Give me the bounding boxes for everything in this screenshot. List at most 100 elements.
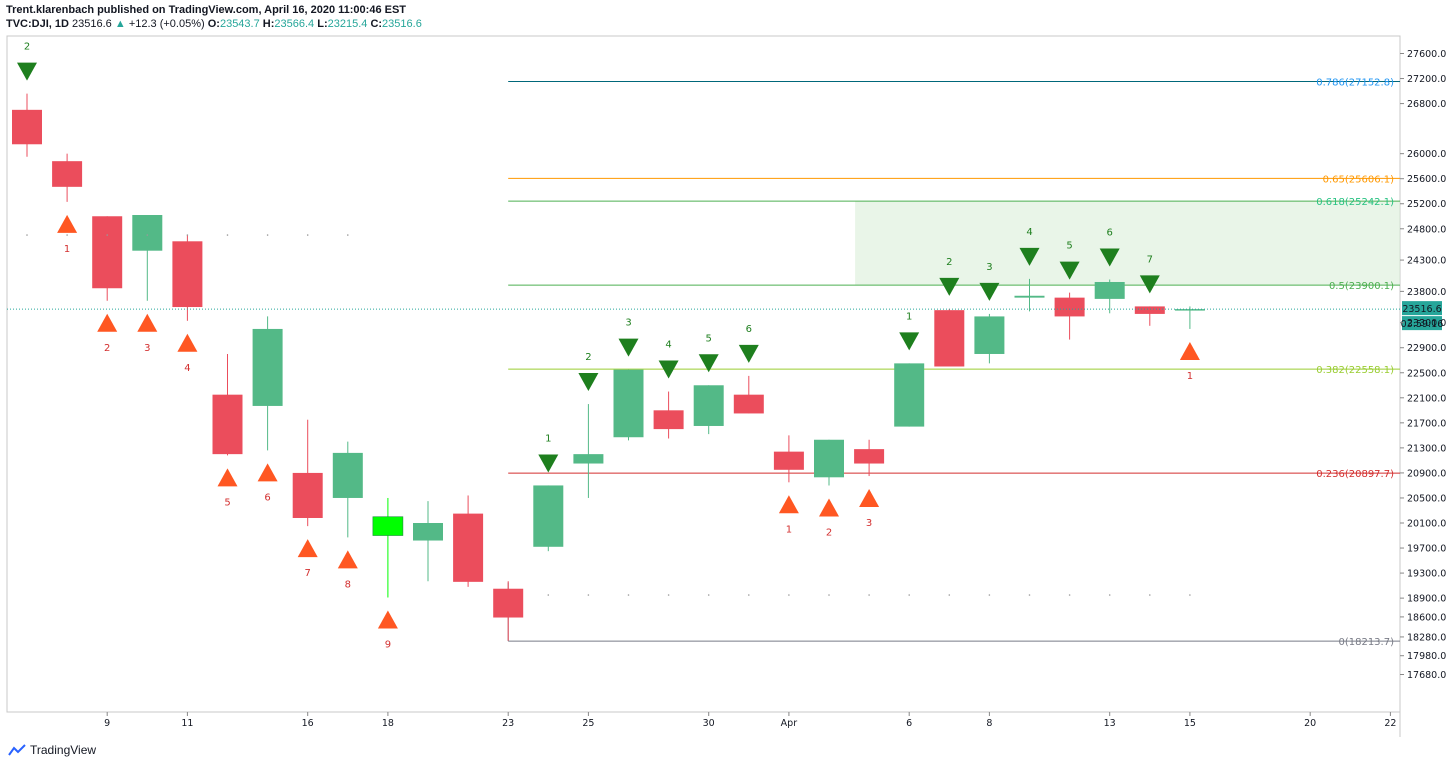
sell-setup-down-triangle-icon: [618, 338, 639, 357]
candle-body: [413, 523, 443, 541]
buy-setup-up-triangle-icon: [177, 333, 198, 352]
candlestick-chart[interactable]: 0.786(27152.8) 0.65(25606.1) 0.618(25242.1…: [0, 0, 1456, 740]
candle-body: [653, 410, 684, 430]
buy-setup-count: 8: [345, 579, 351, 590]
x-tick-label: 13: [1104, 718, 1116, 729]
sell-setup-count: 1: [545, 433, 551, 444]
high-value: 23566.4: [274, 18, 315, 30]
sell-setup-down-triangle-icon: [979, 282, 1000, 301]
buy-setup-up-triangle-icon: [1179, 341, 1200, 360]
y-tick-label: 24800.0: [1407, 224, 1446, 235]
x-tick-label: 25: [582, 718, 594, 729]
buy-setup-up-triangle-icon: [377, 610, 398, 629]
open-value: 23543.7: [219, 18, 260, 30]
candle-body: [1174, 309, 1205, 311]
buy-setup-count: 5: [224, 497, 230, 508]
buy-setup-up-triangle-icon: [57, 214, 78, 233]
y-tick-label: 23800.0: [1407, 287, 1446, 298]
td-dot: [106, 234, 108, 236]
candle-body: [854, 449, 885, 464]
sell-setup-down-triangle-icon: [1139, 275, 1160, 294]
sell-setup-count: 5: [1066, 241, 1072, 252]
y-tick-label: 20500.0: [1407, 493, 1446, 504]
candle-body: [92, 216, 123, 289]
candle-body: [573, 454, 604, 464]
fib-label-0.236: 0.236(20897.7): [1316, 469, 1394, 480]
td-dot: [146, 234, 149, 236]
sell-setup-count: 5: [706, 333, 712, 344]
td-dot: [1149, 594, 1151, 596]
low-value: 23215.4: [327, 18, 368, 30]
y-tick-label: 18280.0: [1407, 632, 1446, 643]
td-dot: [26, 234, 28, 236]
buy-setup-count: 7: [305, 568, 311, 579]
sell-setup-count: 3: [625, 318, 631, 329]
current-price-label: 23516.6: [1402, 304, 1441, 315]
candle-body: [52, 161, 83, 187]
tradingview-branding: TradingView: [8, 743, 96, 757]
x-tick-label: Apr: [781, 718, 798, 729]
td-dot: [828, 594, 830, 596]
td-dot: [266, 234, 269, 236]
candle-body: [332, 452, 363, 498]
candle-body: [934, 310, 965, 367]
td-dot: [1028, 594, 1031, 596]
y-tick-label: 18600.0: [1407, 612, 1446, 623]
close-value: 23516.6: [382, 18, 422, 30]
publish-line: Trent.klarenbach published on TradingVie…: [6, 4, 407, 16]
td-dot: [547, 594, 550, 596]
fib-label-0.5: 0.5(23900.1): [1329, 281, 1394, 292]
sell-setup-down-triangle-icon: [538, 454, 559, 473]
td-dot: [788, 594, 790, 596]
sell-setup-count: 3: [986, 262, 992, 273]
candle-body: [372, 516, 404, 536]
sell-setup-down-triangle-icon: [899, 332, 920, 351]
sell-setup-down-triangle-icon: [578, 373, 599, 392]
candle-body: [733, 394, 764, 414]
buy-setup-count: 1: [64, 244, 70, 255]
x-tick-label: 22: [1384, 718, 1396, 729]
low-label: L:: [317, 18, 328, 30]
buy-setup-up-triangle-icon: [257, 463, 278, 482]
td-dot: [908, 594, 910, 596]
candle-body: [212, 394, 243, 455]
y-tick-label: 17680.0: [1407, 670, 1446, 681]
open-label: O:: [207, 18, 220, 30]
x-tick-label: 15: [1184, 718, 1196, 729]
y-tick-label: 17980.0: [1407, 651, 1446, 662]
td-dot: [707, 594, 710, 596]
candle-body: [493, 588, 524, 618]
countdown-box: [1402, 316, 1442, 331]
publish-info: Trent.klarenbach published on TradingVie…: [6, 4, 406, 16]
ohlc-legend: TVC:DJI, 1D 23516.6 ▲ +12.3 (+0.05%) O:2…: [6, 18, 422, 30]
candle-body: [252, 328, 283, 406]
candle-body: [292, 472, 323, 518]
sell-setup-count: 4: [1026, 227, 1032, 238]
buy-setup-count: 1: [1187, 371, 1193, 382]
x-tick-label: 20: [1304, 718, 1316, 729]
buy-setup-count: 4: [184, 363, 190, 374]
x-tick-label: 18: [382, 718, 394, 729]
x-tick-label: 6: [906, 718, 912, 729]
candle-body: [1094, 281, 1125, 299]
buy-setup-up-triangle-icon: [778, 495, 799, 514]
td-dot: [1108, 594, 1111, 596]
sell-setup-count: 2: [585, 352, 591, 363]
td-dot: [66, 234, 68, 236]
x-tick-label: 9: [104, 718, 110, 729]
tradingview-logo-icon: [8, 744, 26, 756]
y-tick-label: 26000.0: [1407, 149, 1446, 160]
y-tick-label: 18900.0: [1407, 594, 1446, 605]
td-dot: [1068, 594, 1071, 596]
td-dot: [226, 234, 229, 236]
y-tick-label: 27200.0: [1407, 74, 1446, 85]
sell-setup-count: 4: [665, 340, 671, 351]
close-label: C:: [370, 18, 383, 30]
y-tick-label: 22500.0: [1407, 368, 1446, 379]
sell-setup-down-triangle-icon: [939, 277, 960, 296]
candle-body: [613, 369, 644, 438]
y-tick-label: 22900.0: [1407, 343, 1446, 354]
candle-body: [533, 485, 564, 547]
buy-setup-count: 9: [385, 639, 391, 650]
y-tick-label: 23300.0: [1407, 318, 1446, 329]
